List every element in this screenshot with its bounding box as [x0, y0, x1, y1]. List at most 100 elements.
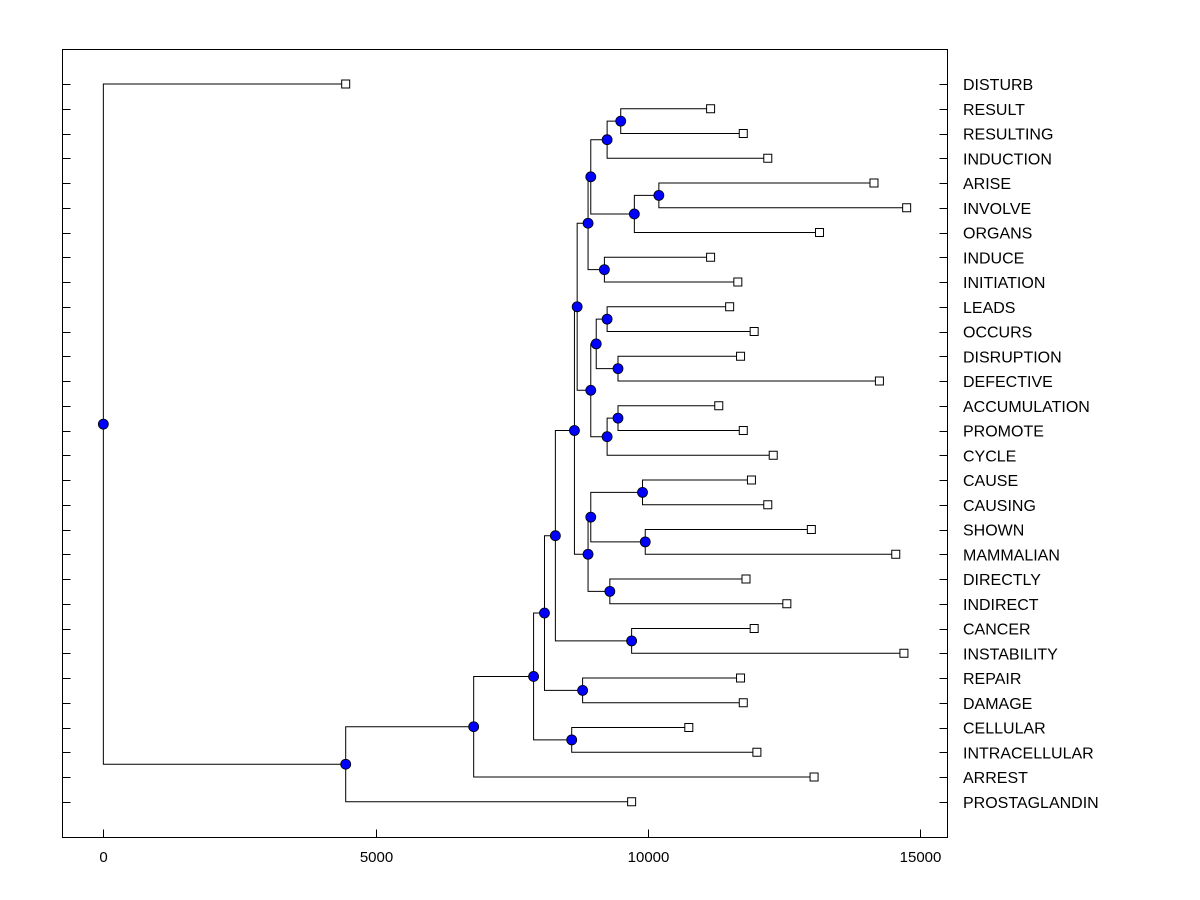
merge-node-n13 — [585, 384, 597, 396]
branch-n02 — [606, 120, 768, 159]
leaf-marker-induce — [706, 252, 716, 262]
merge-node-n11 — [612, 412, 624, 424]
merge-node-n18 — [604, 585, 616, 597]
merge-node-n06 — [598, 264, 610, 276]
leaf-marker-prostaglandin — [627, 797, 637, 807]
leaf-marker-involve — [902, 203, 912, 213]
leaf-marker-cause — [746, 475, 756, 485]
branch-n06 — [603, 256, 738, 283]
branch-n01 — [620, 108, 744, 134]
branch-n16 — [644, 529, 896, 555]
leaf-marker-resulting — [738, 129, 748, 138]
leaf-marker-cancer — [749, 624, 759, 633]
leaf-marker-damage — [738, 698, 748, 708]
merge-node-n08 — [601, 313, 613, 325]
merge-node-n12 — [601, 431, 613, 443]
branch-n11 — [617, 405, 744, 431]
merge-node-n02 — [601, 134, 613, 146]
leaf-marker-cellular — [684, 723, 694, 732]
leaf-label-induce: INDUCE — [963, 250, 1024, 267]
x-axis-tick-labels: 0 5000 10000 15000 — [99, 849, 941, 866]
x-axis-ticks — [103, 829, 921, 838]
merge-node-n25 — [566, 734, 578, 746]
leaf-marker-arise — [869, 178, 879, 188]
merge-node-n20 — [569, 425, 580, 436]
leaf-marker-causing — [763, 500, 773, 510]
merge-node-n07 — [582, 217, 594, 229]
leaf-labels: DISTURB RESULT RESULTING INDUCTION ARISE INVO… — [963, 77, 1099, 812]
merge-node-n04 — [628, 208, 640, 220]
branch-n21 — [631, 628, 904, 654]
leaf-markers — [341, 79, 912, 807]
branch-n23 — [582, 677, 744, 704]
branch-n22 — [554, 430, 632, 642]
leaf-label-occurs: OCCURS — [963, 325, 1032, 342]
branch-n18 — [609, 578, 787, 605]
leaf-marker-cycle — [768, 450, 778, 460]
leaf-label-organs: ORGANS — [963, 226, 1032, 243]
branch-n29 — [102, 83, 346, 765]
leaf-marker-repair — [736, 673, 746, 683]
leaf-label-mammalian: MAMMALIAN — [963, 547, 1060, 564]
merge-node-n21 — [626, 635, 638, 647]
leaf-marker-leads — [725, 302, 735, 312]
merge-node-n28 — [340, 758, 352, 770]
leaf-marker-defective — [874, 376, 884, 386]
leaf-label-resulting: RESULTING — [963, 127, 1053, 144]
x-tick-label-15000: 15000 — [900, 849, 942, 866]
leaf-marker-mammalian — [891, 549, 901, 559]
merge-node-n17 — [585, 511, 597, 523]
merge-node-n15 — [637, 486, 648, 498]
leaf-marker-arrest — [809, 772, 819, 782]
x-tick-label-10000: 10000 — [628, 849, 670, 866]
branch-n24 — [543, 535, 583, 691]
leaf-label-instability: INSTABILITY — [963, 646, 1058, 663]
leaf-label-directly: DIRECTLY — [963, 572, 1041, 589]
branch-n12 — [606, 417, 774, 456]
merge-node-n16 — [639, 536, 651, 548]
leaf-label-arrest: ARREST — [963, 770, 1028, 787]
dendrogram-branches — [102, 83, 907, 803]
leaf-label-intracellular: INTRACELLULAR — [963, 745, 1094, 762]
leaf-marker-intracellular — [752, 747, 762, 757]
leaf-marker-shown — [806, 525, 816, 534]
branch-n28 — [345, 726, 632, 803]
leaf-label-disturb: DISTURB — [963, 77, 1033, 94]
leaf-label-disruption: DISRUPTION — [963, 349, 1062, 366]
merge-node-n14 — [571, 301, 583, 313]
leaf-marker-directly — [741, 574, 751, 584]
leaf-label-prostaglandin: PROSTAGLANDIN — [963, 795, 1099, 812]
leaf-marker-occurs — [749, 327, 759, 336]
x-tick-label-5000: 5000 — [360, 849, 393, 866]
merge-node-n05 — [585, 171, 597, 183]
leaf-label-initiation: INITIATION — [963, 275, 1045, 292]
branch-n27 — [473, 675, 815, 778]
merge-node-n03 — [653, 189, 665, 201]
leaf-marker-induction — [763, 153, 773, 163]
leaf-label-result: RESULT — [963, 102, 1025, 119]
merge-node-n09 — [612, 363, 624, 375]
merge-node-n01 — [615, 115, 627, 127]
leaf-label-cancer: CANCER — [963, 622, 1031, 639]
branch-n09 — [617, 355, 880, 382]
merge-node-n10 — [590, 338, 602, 350]
leaf-marker-instability — [899, 648, 909, 658]
leaf-label-defective: DEFECTIVE — [963, 374, 1053, 391]
leaf-label-causing: CAUSING — [963, 498, 1036, 515]
merge-node-n23 — [577, 684, 589, 696]
x-tick-label-0: 0 — [99, 849, 107, 866]
merge-node-n27 — [468, 721, 480, 733]
leaf-label-induction: INDUCTION — [963, 151, 1052, 168]
branch-n26 — [533, 612, 572, 741]
leaf-label-repair: REPAIR — [963, 671, 1021, 688]
merge-node-n29 — [97, 418, 109, 430]
merge-node-n26 — [528, 671, 539, 682]
branch-n04 — [633, 194, 820, 233]
leaf-label-arise: ARISE — [963, 176, 1011, 193]
label-ticks — [939, 84, 948, 803]
leaf-label-damage: DAMAGE — [963, 696, 1032, 713]
plot-frame — [62, 49, 948, 838]
leaf-label-accumulation: ACCUMULATION — [963, 399, 1090, 416]
branch-n25 — [571, 727, 757, 753]
